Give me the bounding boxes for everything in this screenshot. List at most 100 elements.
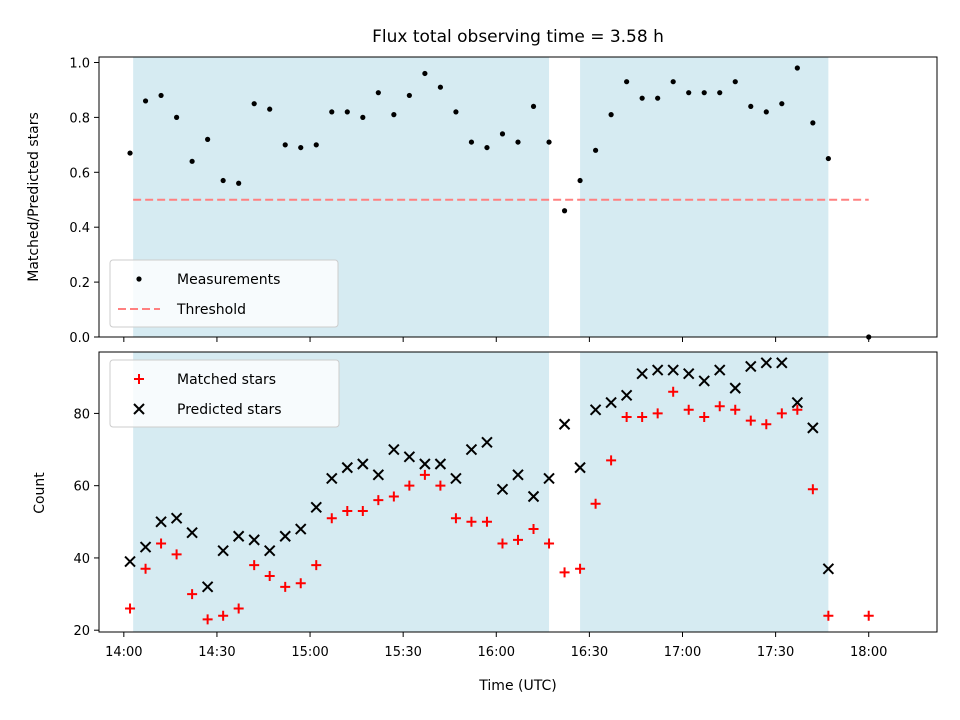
predicted-stars-point [186, 526, 198, 539]
predicted-stars-point [232, 530, 245, 542]
measurement-point [158, 92, 164, 99]
predicted-stars-point [170, 512, 183, 524]
measurement-point [779, 101, 785, 107]
y-tick-label: 0.2 [69, 276, 90, 291]
measurement-point [437, 84, 444, 90]
measurement-point [624, 79, 630, 85]
predicted-stars-point [682, 367, 695, 380]
ratio-panel: 0.0 0.2 0.4 0.6 0.8 1.0 Measurements Threshold [69, 56, 938, 346]
predicted-stars-point [341, 461, 354, 474]
measurement-point [282, 142, 288, 148]
matched-stars-point [450, 513, 461, 524]
matched-stars-point [187, 589, 198, 600]
predicted-stars-point [714, 364, 726, 376]
predicted-stars-point [574, 461, 586, 474]
matched-stars-point [125, 603, 136, 614]
matched-stars-point [326, 513, 337, 524]
matched-stars-point [171, 549, 182, 560]
predicted-stars-point [543, 472, 555, 485]
predicted-stars-point [589, 404, 602, 416]
measurement-point [220, 177, 226, 184]
predicted-stars-point [388, 443, 400, 456]
measurement-point [189, 158, 195, 164]
predicted-stars-point [465, 443, 478, 456]
matched-stars-point [792, 404, 803, 415]
measurement-point [236, 180, 242, 186]
matched-stars-point [807, 484, 818, 495]
measurement-point [530, 103, 537, 110]
matched-stars-point [714, 401, 725, 412]
measurement-point [360, 114, 366, 120]
predicted-stars-point [248, 534, 260, 546]
matched-stars-point [140, 563, 151, 574]
predicted-stars-point [124, 555, 136, 568]
predicted-stars-point [403, 451, 416, 463]
measurement-point [546, 139, 552, 145]
predicted-stars-point [139, 541, 152, 553]
observing-interval-2 [580, 57, 829, 337]
matched-stars-point [357, 505, 368, 516]
x-axis-label: Time (UTC) [478, 678, 556, 694]
predicted-stars-point [605, 396, 617, 409]
x-tick-label: 16:30 [571, 645, 608, 660]
measurement-point [810, 120, 816, 126]
count-panel: 14:00 14:30 15:00 15:30 16:00 16:30 17:00 17:30… [73, 351, 938, 660]
matched-stars-point [481, 516, 492, 527]
predicted-stars-point [791, 396, 804, 409]
y-tick-label: 1.0 [69, 56, 90, 71]
matched-stars-point [295, 578, 306, 589]
matched-stars-point [559, 567, 570, 578]
measurement-point [329, 109, 335, 115]
plot-frame [98, 56, 938, 338]
matched-stars-point [202, 614, 213, 625]
predicted-stars-point [636, 367, 648, 380]
legend-matched-marker [134, 374, 144, 384]
matched-stars-point [466, 516, 477, 527]
predicted-stars-point [263, 545, 276, 557]
x-tick-label: 15:00 [291, 645, 328, 660]
matched-stars-point [264, 571, 275, 581]
predicted-stars-point [310, 501, 322, 514]
measurement-point [453, 109, 459, 115]
measurement-point [592, 147, 599, 153]
x-tick-label: 14:30 [198, 645, 235, 660]
predicted-stars-point [527, 490, 540, 503]
predicted-stars-point [667, 364, 679, 376]
predicted-stars-point [807, 422, 819, 434]
matched-stars-point [683, 404, 694, 415]
matched-stars-point [233, 603, 244, 614]
matched-stars-point [404, 480, 415, 491]
matched-stars-point [668, 386, 679, 397]
predicted-stars-point [558, 418, 571, 430]
matched-stars-point [823, 610, 834, 621]
measurement-point [717, 90, 723, 96]
matched-stars-point [528, 524, 539, 535]
predicted-stars-point [651, 364, 664, 376]
x-tick-label: 18:00 [850, 645, 887, 660]
matched-stars-point [342, 505, 353, 516]
matched-stars-point [606, 455, 617, 466]
x-tick-label: 16:00 [478, 645, 515, 660]
predicted-stars-point [326, 472, 338, 485]
predicted-stars-point [745, 360, 757, 373]
measurement-point [205, 136, 211, 142]
measurement-point [763, 109, 769, 115]
predicted-stars-point [201, 581, 214, 593]
predicted-stars-point [372, 469, 385, 481]
measurement-point [344, 109, 350, 115]
measurement-point [825, 155, 831, 162]
ratio-y-axis-label: Matched/Predicted stars [26, 112, 42, 282]
predicted-stars-point [776, 357, 788, 369]
measurement-point [313, 142, 319, 148]
predicted-stars-point [357, 458, 369, 470]
matched-stars-point [863, 610, 874, 621]
measurement-point [391, 112, 397, 118]
measurement-point [298, 144, 304, 151]
y-tick-label: 0.8 [69, 111, 90, 126]
matched-stars-point [311, 560, 322, 571]
measurement-point [655, 95, 661, 101]
measurement-point [499, 131, 506, 137]
matched-stars-point [435, 480, 446, 491]
matched-stars-point [575, 563, 586, 574]
measurement-point [142, 98, 149, 104]
